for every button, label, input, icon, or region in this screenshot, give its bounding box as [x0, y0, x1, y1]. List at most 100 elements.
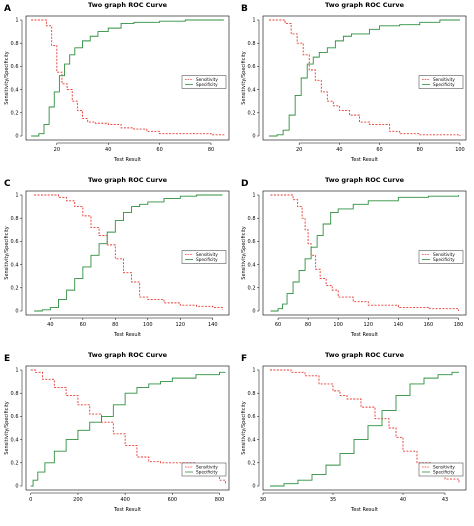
chart-title: Two graph ROC Curve	[88, 1, 168, 9]
chart-b: B Two graph ROC Curve 0 0.2 0.4 0.6 0.8 1 20 40 60…	[241, 1, 467, 163]
panel-b: B Two graph ROC Curve 0 0.2 0.4 0.6 0.8 1 20 40 60…	[237, 0, 474, 175]
y-tick-label: 0.4	[11, 437, 19, 443]
x-tick-label: 80	[112, 322, 118, 328]
x-tick-label: 40	[47, 322, 53, 328]
plot-frame	[25, 365, 230, 491]
panel-c: C Two graph ROC Curve 0 0.2 0.4 0.6 0.8 1 40 60 80…	[0, 175, 237, 350]
y-tick-label: 0.6	[248, 414, 256, 420]
y-tick-label: 0.2	[248, 461, 256, 467]
y-tick-label: 0.4	[248, 437, 256, 443]
chart-f: F Two graph ROC Curve 0 0.2 0.4 0.6 0.8 1 30 35 40…	[241, 351, 467, 513]
x-tick-label: 120	[176, 322, 186, 328]
legend-label: Sensitivity	[433, 465, 455, 470]
chart-c: C Two graph ROC Curve 00.20.40.60.81 40 60 80…	[4, 176, 230, 338]
legend-label: Specificity	[433, 257, 455, 262]
y-tick-label: 0.6	[248, 64, 256, 70]
series-line-sensitivity	[270, 194, 459, 311]
legend-label: Sensitivity	[433, 77, 455, 82]
panel-label: D	[241, 179, 248, 189]
legend-label: Specificity	[196, 257, 218, 262]
panel-f: F Two graph ROC Curve 0 0.2 0.4 0.6 0.8 1 30 35 40…	[237, 350, 474, 525]
y-tick-label: 0.6	[11, 414, 19, 420]
x-axis-label: Test Result	[350, 332, 378, 338]
y-axis: 0 0.2 0.4 0.6 0.8 1	[11, 193, 23, 315]
plot-frame	[25, 15, 230, 141]
y-tick-label: 0	[15, 134, 18, 140]
legend-label: Specificity	[196, 470, 218, 475]
chart-title: Two graph ROC Curve	[325, 1, 405, 9]
x-tick-label: 40	[400, 497, 406, 503]
x-tick-label: 60	[275, 322, 281, 328]
y-tick-label: 0.6	[11, 64, 19, 70]
y-tick-label: 0	[252, 309, 255, 315]
panel-label: F	[241, 354, 247, 364]
x-tick-label: 60	[80, 322, 86, 328]
x-tick-label: 40	[105, 147, 111, 153]
panel-d: D Two graph ROC Curve 0 0.2 0.4 0.6 0.8 1 60 80 10…	[237, 175, 474, 350]
y-tick-label: 0.2	[11, 461, 19, 467]
y-tick-label: 0.8	[248, 216, 256, 222]
panel-a: A Two graph ROC Curve 0 0.2 0.4 0.6 0.8 1 20 40 60…	[0, 0, 237, 175]
series-line-sensitivity	[269, 19, 461, 136]
legend-box	[181, 250, 227, 264]
x-axis: 20 40 60 80	[54, 142, 214, 153]
x-tick-label: 120	[363, 322, 373, 328]
y-tick-label: 0	[252, 134, 255, 140]
x-axis-label: Test Result	[113, 332, 141, 338]
legend-label: Specificity	[196, 82, 218, 87]
series-line-specificity	[270, 371, 459, 487]
x-axis-label: Test Result	[350, 157, 378, 163]
y-tick-label: 0.8	[11, 391, 19, 397]
x-tick-label: 100	[333, 322, 343, 328]
x-tick-label: 40	[336, 147, 342, 153]
y-axis-label: Sensitivity/Specificity	[4, 51, 10, 105]
panel-label: C	[4, 179, 11, 189]
y-tick-label: 1	[252, 18, 255, 24]
legend-label: Sensitivity	[196, 252, 218, 257]
series-line-sensitivity	[34, 194, 223, 310]
y-tick-label: 0.4	[248, 262, 256, 268]
panel-label: E	[4, 354, 10, 364]
x-axis: 0 200 400 600 800	[29, 492, 225, 503]
y-axis-label: Sensitivity/Specificity	[241, 226, 247, 280]
y-axis-label: Sensitivity/Specificity	[241, 401, 247, 455]
series-line-specificity	[270, 195, 459, 312]
chart-title: Two graph ROC Curve	[88, 176, 168, 184]
y-tick-label: 1	[15, 193, 18, 199]
series-line-sensitivity	[30, 369, 226, 485]
x-axis-label: Test Result	[113, 157, 141, 163]
x-tick-label: 100	[143, 322, 153, 328]
x-axis: 30 35 40 43	[260, 492, 448, 503]
legend-box	[418, 250, 464, 264]
series-line-sensitivity	[31, 19, 225, 136]
y-axis: 0 0.2 0.4 0.6 0.8 1	[11, 18, 23, 140]
y-tick-label: 0.8	[248, 41, 256, 47]
plot-frame	[262, 365, 467, 491]
series-line-specificity	[30, 371, 226, 487]
legend-box	[418, 75, 464, 89]
x-tick-label: 800	[215, 497, 225, 503]
y-tick-label: 0.8	[248, 391, 256, 397]
y-tick-label: 1	[15, 18, 18, 24]
x-axis-label: Test Result	[350, 507, 378, 513]
legend-label: Specificity	[433, 470, 455, 475]
legend-label: Sensitivity	[196, 77, 218, 82]
panel-label: A	[4, 4, 11, 14]
x-tick-label: 160	[424, 322, 434, 328]
y-axis-label: Sensitivity/Specificity	[4, 401, 10, 455]
y-tick-label: 0	[15, 484, 18, 490]
x-axis-label: Test Result	[113, 507, 141, 513]
x-axis: 20 40 60 80 100	[296, 142, 465, 153]
x-tick-label: 43	[442, 497, 448, 503]
chart-e: E Two graph ROC Curve 0 0.2 0.4 0.6 0.8 1 0 200 40…	[4, 351, 230, 513]
y-axis-label: Sensitivity/Specificity	[4, 226, 10, 280]
legend-box	[418, 462, 464, 477]
x-tick-label: 20	[54, 147, 60, 153]
x-axis: 40 60 80 100 120 140	[47, 317, 218, 328]
plot-frame	[262, 15, 467, 141]
plot-frame	[262, 190, 467, 316]
x-tick-label: 30	[260, 497, 266, 503]
